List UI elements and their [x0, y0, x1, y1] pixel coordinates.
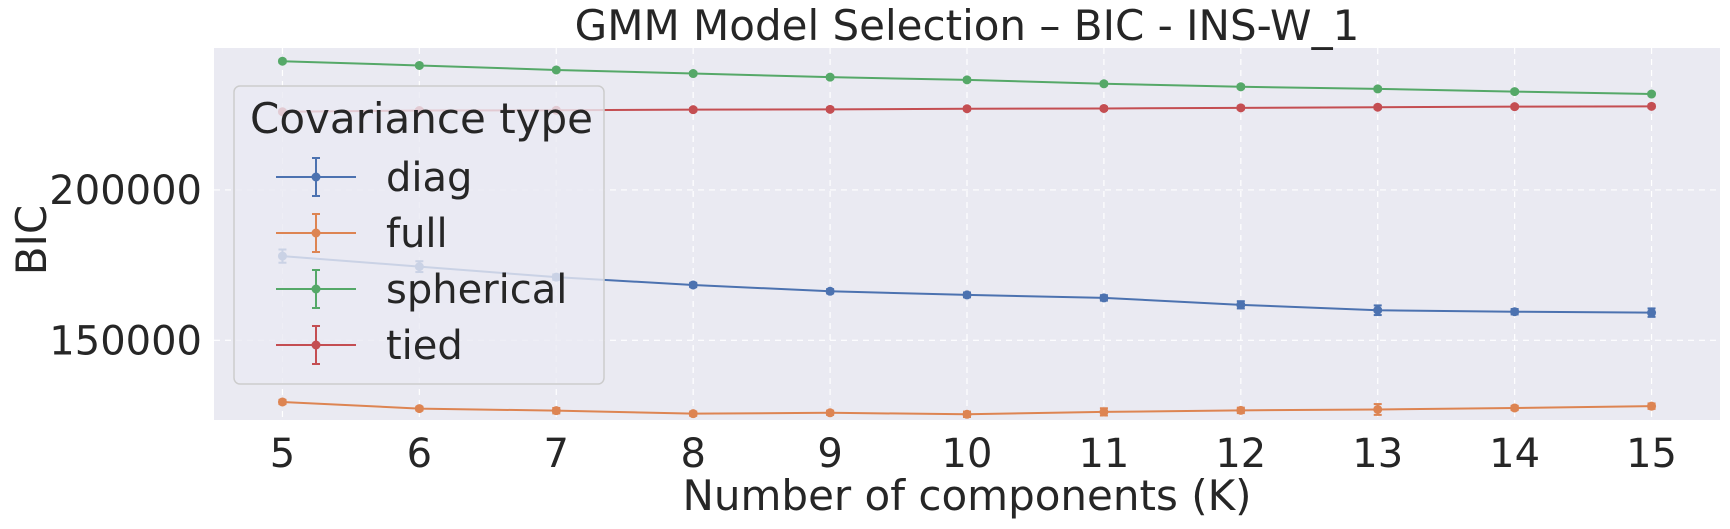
data-point — [1373, 102, 1383, 112]
x-tick-label: 8 — [680, 431, 705, 477]
x-tick-label: 6 — [407, 431, 432, 477]
data-point — [825, 286, 835, 296]
legend-label: spherical — [386, 267, 567, 313]
legend-swatch-marker — [311, 228, 321, 238]
data-point — [414, 60, 424, 70]
ticks: 5 6 7 8 9 10 11 12 13 14 15 150000 200000 — [49, 168, 1677, 477]
x-tick-label: 13 — [1352, 431, 1403, 477]
data-point — [1373, 404, 1383, 414]
x-tick-label: 11 — [1078, 431, 1129, 477]
chart-title: GMM Model Selection – BIC - INS-W_1 — [575, 1, 1360, 50]
y-tick-label: 200000 — [49, 168, 202, 214]
x-tick-label: 5 — [270, 431, 295, 477]
legend-label: diag — [386, 155, 472, 201]
data-point — [688, 69, 698, 79]
data-point — [688, 409, 698, 419]
data-point — [551, 406, 561, 416]
legend-box — [233, 85, 605, 385]
data-point — [1373, 305, 1383, 315]
data-point — [1510, 87, 1520, 97]
legend-swatch-marker — [311, 172, 321, 182]
data-point — [962, 409, 972, 419]
data-point — [277, 397, 287, 407]
data-point — [1647, 401, 1657, 411]
legend-entry-spherical: spherical — [276, 267, 567, 313]
data-point — [825, 104, 835, 114]
series-full — [277, 397, 1657, 419]
y-tick-label: 150000 — [49, 318, 202, 364]
series-spherical — [277, 56, 1657, 99]
data-point — [1099, 103, 1109, 113]
legend: Covariance type diag full spherical tied — [233, 85, 605, 385]
data-point — [1236, 82, 1246, 92]
data-point — [277, 56, 287, 66]
x-tick-label: 7 — [544, 431, 569, 477]
legend-label: tied — [386, 323, 463, 369]
data-point — [1099, 407, 1109, 417]
data-point — [1510, 102, 1520, 112]
data-point — [1510, 307, 1520, 317]
data-point — [1099, 293, 1109, 303]
legend-title: Covariance type — [250, 94, 593, 143]
data-point — [414, 404, 424, 414]
data-point — [962, 75, 972, 85]
data-point — [1236, 103, 1246, 113]
x-axis-label: Number of components (K) — [682, 471, 1251, 520]
data-point — [1647, 89, 1657, 99]
data-point — [825, 72, 835, 82]
data-point — [551, 65, 561, 75]
legend-items: diag full spherical tied — [276, 155, 567, 369]
data-point — [825, 408, 835, 418]
data-point — [688, 280, 698, 290]
y-axis-label: BIC — [7, 205, 56, 276]
data-point — [1647, 101, 1657, 111]
x-tick-label: 10 — [942, 431, 993, 477]
data-point — [688, 105, 698, 115]
legend-swatch-marker — [311, 284, 321, 294]
data-point — [962, 290, 972, 300]
legend-entry-diag: diag — [276, 155, 472, 201]
data-point — [1373, 84, 1383, 94]
legend-label: full — [386, 211, 448, 257]
data-point — [1647, 308, 1657, 318]
data-point — [1236, 300, 1246, 310]
x-tick-label: 15 — [1626, 431, 1677, 477]
x-tick-label: 9 — [817, 431, 842, 477]
data-point — [1099, 79, 1109, 89]
data-point — [962, 104, 972, 114]
data-point — [1510, 403, 1520, 413]
x-tick-label: 12 — [1215, 431, 1266, 477]
data-point — [1236, 405, 1246, 415]
legend-entry-full: full — [276, 211, 448, 257]
legend-swatch-marker — [311, 340, 321, 350]
x-tick-label: 14 — [1489, 431, 1540, 477]
legend-entry-tied: tied — [276, 323, 463, 369]
